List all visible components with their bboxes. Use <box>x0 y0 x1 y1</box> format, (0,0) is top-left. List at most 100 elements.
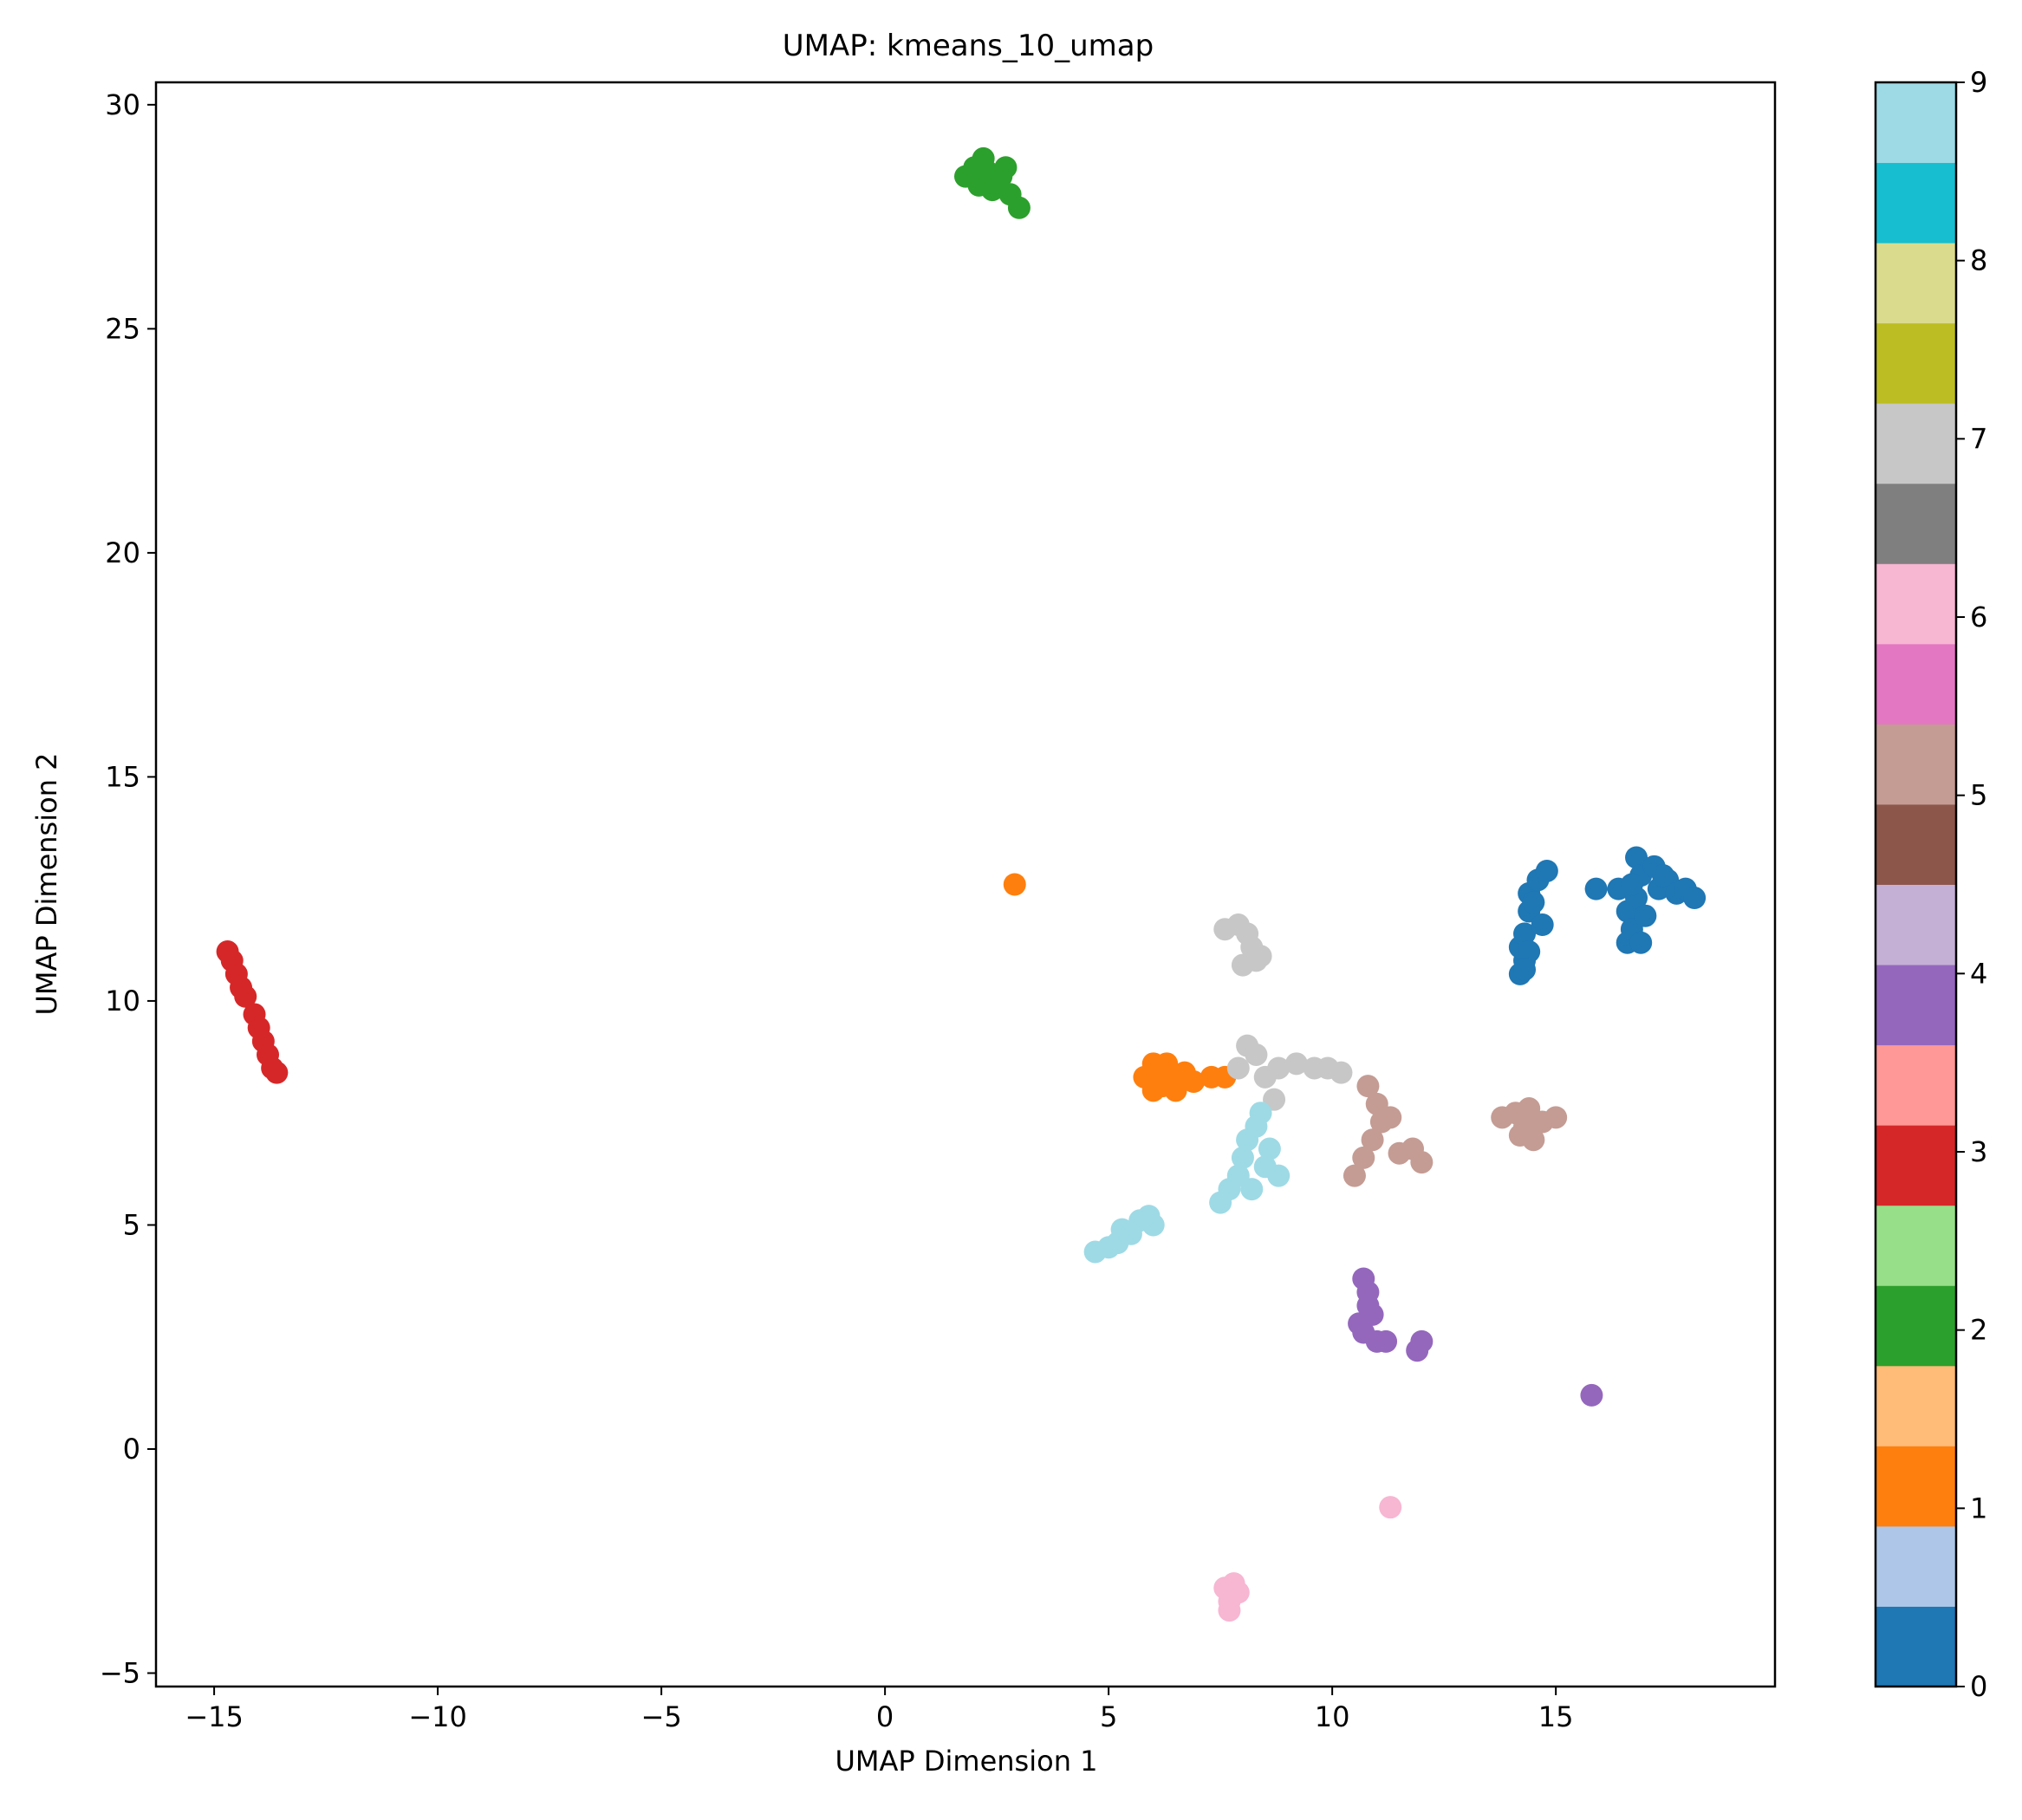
x-tick-label: −5 <box>641 1700 682 1733</box>
x-axis-label: UMAP Dimension 1 <box>835 1745 1097 1778</box>
y-tick-label: 0 <box>123 1433 140 1466</box>
y-tick-label: 10 <box>105 985 140 1017</box>
colorbar-segment <box>1876 1606 1956 1687</box>
cluster-0-point <box>1625 846 1648 869</box>
y-tick-label: 20 <box>105 536 140 569</box>
colorbar-segment <box>1876 884 1956 965</box>
colorbar: 0 1 2 3 4 5 6 7 8 9 <box>1874 66 1987 1703</box>
colorbar-frame <box>1874 81 1958 1688</box>
cluster-0-point <box>1651 864 1674 887</box>
cluster-0-point <box>1629 931 1653 954</box>
colorbar-tick-label: 4 <box>1970 957 1987 990</box>
cluster-5-point <box>1352 1146 1375 1169</box>
cluster-7-point <box>1231 953 1254 977</box>
y-tick-label: 5 <box>123 1208 140 1241</box>
cluster-1-point <box>1155 1052 1179 1076</box>
colorbar-tick-label: 6 <box>1970 601 1987 634</box>
colorbar-segment <box>1876 403 1956 484</box>
x-tick-label: 15 <box>1538 1700 1574 1733</box>
cluster-0-point <box>1531 913 1554 937</box>
cluster-5-point <box>1356 1075 1380 1098</box>
y-tick-label: 30 <box>105 88 140 121</box>
y-axis-label: UMAP Dimension 2 <box>30 752 63 1015</box>
cluster-1-point <box>1164 1079 1187 1102</box>
colorbar-segment <box>1876 724 1956 805</box>
x-axis: −15 −10 −5 0 5 10 15 <box>185 1687 1574 1733</box>
colorbar-segment <box>1876 1205 1956 1286</box>
colorbar-tick-label: 0 <box>1970 1670 1987 1703</box>
cluster-5-point <box>1544 1106 1568 1129</box>
x-tick-label: 10 <box>1315 1700 1350 1733</box>
cluster-3-point <box>265 1061 289 1084</box>
chart-title: UMAP: kmeans_10_umap <box>783 29 1154 63</box>
colorbar-segment <box>1876 1044 1956 1126</box>
colorbar-segment <box>1876 1285 1956 1367</box>
cluster-1-point <box>1141 1079 1165 1102</box>
cluster-9-point <box>1240 1178 1264 1201</box>
cluster-1-point <box>1003 873 1026 896</box>
colorbar-segment <box>1876 1125 1956 1206</box>
colorbar-segment <box>1876 965 1956 1046</box>
cluster-7-point <box>1226 1056 1250 1080</box>
cluster-5-point <box>1379 1106 1402 1129</box>
cluster-9-point <box>1231 1146 1254 1169</box>
cluster-9-point <box>1249 1102 1272 1125</box>
y-tick-label: 15 <box>105 760 140 793</box>
colorbar-tick-label: 1 <box>1970 1492 1987 1524</box>
colorbar-segment <box>1876 1365 1956 1446</box>
cluster-4-point <box>1375 1329 1398 1353</box>
cluster-9-point <box>1258 1137 1281 1160</box>
cluster-2-point <box>994 156 1018 179</box>
x-tick-label: 5 <box>1100 1700 1117 1733</box>
cluster-7-point <box>1284 1052 1308 1076</box>
y-tick-label: −5 <box>100 1656 140 1689</box>
colorbar-segment <box>1876 243 1956 324</box>
y-axis: −5 0 5 10 15 20 25 30 <box>100 88 156 1689</box>
cluster-0-point <box>1518 940 1541 964</box>
cluster-5-point <box>1508 1124 1531 1147</box>
cluster-0-point <box>1513 958 1537 981</box>
cluster-6-point <box>1218 1599 1241 1622</box>
cluster-9-point <box>1141 1213 1165 1237</box>
colorbar-segment <box>1876 483 1956 564</box>
colorbar-segment <box>1876 1446 1956 1527</box>
colorbar-segment <box>1876 162 1956 244</box>
colorbar-tick-label: 8 <box>1970 244 1987 277</box>
cluster-7-point <box>1245 1043 1268 1066</box>
colorbar-segment <box>1876 82 1956 164</box>
cluster-5-point <box>1361 1128 1384 1152</box>
cluster-0-point <box>1522 891 1545 914</box>
cluster-9-point <box>1267 1164 1291 1187</box>
cluster-1-point <box>1182 1069 1206 1093</box>
plot-frame <box>154 81 1777 1688</box>
cluster-5-point <box>1343 1164 1366 1187</box>
x-tick-label: −10 <box>408 1700 467 1733</box>
cluster-0-point <box>1584 877 1608 900</box>
cluster-3-point <box>234 985 257 1008</box>
cluster-6-point <box>1379 1496 1402 1519</box>
cluster-7-point <box>1249 945 1272 968</box>
colorbar-segment <box>1876 1525 1956 1607</box>
cluster-0-point <box>1535 859 1558 882</box>
colorbar-tick-label: 5 <box>1970 779 1987 812</box>
cluster-4-point <box>1580 1383 1603 1407</box>
colorbar-segment <box>1876 803 1956 885</box>
cluster-4-point <box>1410 1329 1434 1353</box>
cluster-7-point <box>1267 1056 1291 1080</box>
colorbar-tick-label: 3 <box>1970 1135 1987 1168</box>
cluster-5-point <box>1410 1151 1434 1174</box>
cluster-7-point <box>1330 1061 1353 1084</box>
cluster-0-point <box>1683 887 1707 910</box>
colorbar-segment <box>1876 322 1956 404</box>
colorbar-segment <box>1876 643 1956 725</box>
x-tick-label: 0 <box>876 1700 894 1733</box>
colorbar-tick-label: 9 <box>1970 66 1987 99</box>
colorbar-tick-label: 7 <box>1970 422 1987 455</box>
cluster-0-point <box>1513 922 1537 946</box>
colorbar-tick-label: 2 <box>1970 1314 1987 1347</box>
scatter-points <box>216 146 1707 1622</box>
cluster-0-point <box>1634 904 1657 927</box>
colorbar-segment <box>1876 563 1956 645</box>
cluster-0-point <box>1620 873 1643 896</box>
